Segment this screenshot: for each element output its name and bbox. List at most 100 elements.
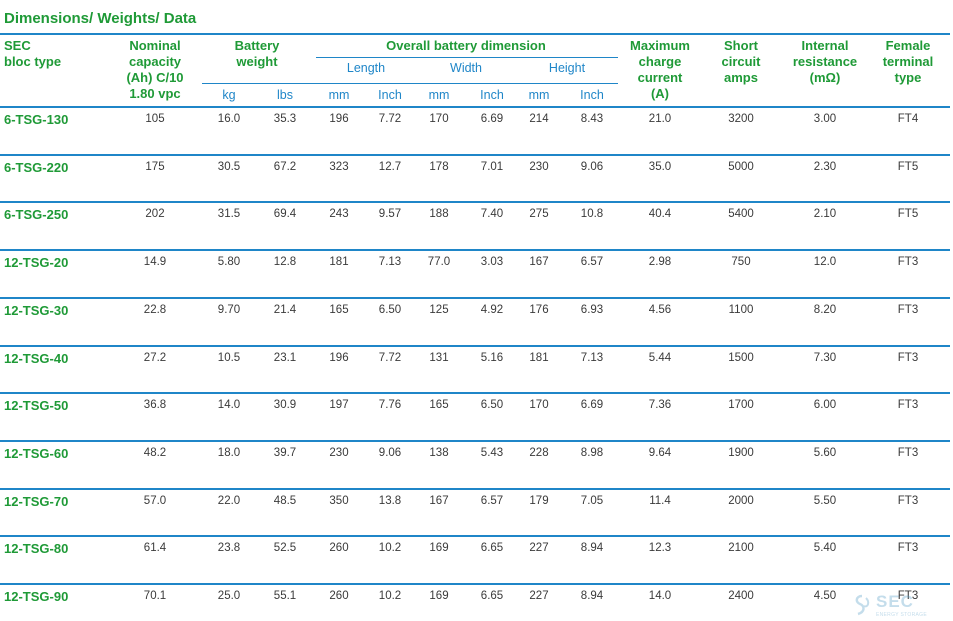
table-cell: 8.98	[580, 447, 604, 459]
unit-label: Inch	[378, 88, 402, 102]
table-cell: 36.8	[143, 399, 167, 411]
table-cell: 57.0	[143, 495, 167, 507]
table-cell: 2.30	[813, 161, 837, 173]
table-cell: 188	[429, 208, 449, 220]
table-cell: 8.20	[813, 304, 837, 316]
table-cell: 7.72	[378, 113, 402, 125]
table-cell: 48.5	[273, 495, 297, 507]
watermark-text: SEC	[876, 592, 914, 611]
table-cell: FT3	[897, 304, 919, 316]
header-overall-dimension: Overall battery dimension	[386, 38, 546, 53]
table-cell: 61.4	[143, 542, 167, 554]
table-cell: 7.13	[580, 352, 604, 364]
table-cell: 4.50	[813, 590, 837, 602]
row-rule	[0, 392, 950, 394]
unit-label: mm	[528, 88, 550, 102]
header-width: Width	[450, 61, 482, 75]
table-cell: 5.43	[480, 447, 504, 459]
table-cell: 8.94	[580, 542, 604, 554]
table-cell: 5.80	[217, 256, 241, 268]
table-cell: 3.00	[813, 113, 837, 125]
row-type-name: 12-TSG-60	[4, 446, 69, 461]
table-cell: 14.0	[648, 590, 672, 602]
table-cell: 30.9	[273, 399, 297, 411]
table-cell: 10.2	[378, 542, 402, 554]
table-cell: FT5	[897, 208, 919, 220]
table-cell: 6.69	[580, 399, 604, 411]
table-cell: 9.57	[378, 208, 402, 220]
table-cell: 275	[529, 208, 549, 220]
table-cell: 4.92	[480, 304, 504, 316]
title-rule	[0, 33, 950, 35]
table-cell: 10.2	[378, 590, 402, 602]
unit-label: lbs	[277, 88, 293, 102]
table-cell: 165	[429, 399, 449, 411]
table-cell: 16.0	[217, 113, 241, 125]
table-cell: 1900	[728, 447, 754, 459]
unit-label: Inch	[580, 88, 604, 102]
table-cell: 12.0	[813, 256, 837, 268]
table-cell: 21.0	[648, 113, 672, 125]
table-cell: 14.0	[217, 399, 241, 411]
table-cell: 167	[429, 495, 449, 507]
table-cell: 181	[529, 352, 549, 364]
table-cell: 7.30	[813, 352, 837, 364]
table-cell: 7.01	[480, 161, 504, 173]
table-cell: 30.5	[217, 161, 241, 173]
table-cell: 105	[145, 113, 165, 125]
table-cell: 2.98	[648, 256, 672, 268]
table-cell: 750	[731, 256, 751, 268]
table-cell: 6.50	[480, 399, 504, 411]
row-rule	[0, 345, 950, 347]
row-type-name: 6-TSG-250	[4, 207, 69, 222]
table-cell: 25.0	[217, 590, 241, 602]
table-cell: 7.40	[480, 208, 504, 220]
row-type-name: 12-TSG-40	[4, 351, 69, 366]
table-cell: 10.8	[580, 208, 604, 220]
table-cell: 169	[429, 542, 449, 554]
table-cell: 243	[329, 208, 349, 220]
header-terminal-type: Female terminal type	[882, 38, 934, 85]
table-cell: 21.4	[273, 304, 297, 316]
table-cell: 350	[329, 495, 349, 507]
table-cell: 5.16	[480, 352, 504, 364]
table-cell: 12.7	[378, 161, 402, 173]
header-height: Height	[548, 61, 586, 75]
table-cell: 125	[429, 304, 449, 316]
table-cell: 179	[529, 495, 549, 507]
row-type-name: 12-TSG-70	[4, 494, 69, 509]
table-cell: 138	[429, 447, 449, 459]
table-cell: 176	[529, 304, 549, 316]
table-cell: 8.43	[580, 113, 604, 125]
table-title: Dimensions/ Weights/ Data	[4, 10, 197, 27]
header-capacity: Nominal capacity (Ah) C/10 1.80 vpc	[126, 38, 184, 101]
table-cell: 170	[529, 399, 549, 411]
table-cell: 181	[329, 256, 349, 268]
table-cell: 2400	[728, 590, 754, 602]
table-cell: 39.7	[273, 447, 297, 459]
row-rule	[0, 535, 950, 537]
table-cell: 5.40	[813, 542, 837, 554]
row-type-name: 12-TSG-90	[4, 589, 69, 604]
table-cell: FT3	[897, 352, 919, 364]
table-cell: 8.94	[580, 590, 604, 602]
unit-label: mm	[328, 88, 350, 102]
header-short-circuit: Short circuit amps	[721, 38, 761, 85]
header-internal-resistance: Internal resistance (mΩ)	[792, 38, 858, 85]
table-cell: FT3	[897, 495, 919, 507]
table-cell: 6.50	[378, 304, 402, 316]
row-type-name: 6-TSG-130	[4, 112, 69, 127]
table-cell: 23.8	[217, 542, 241, 554]
table-cell: FT3	[897, 447, 919, 459]
table-cell: FT3	[897, 590, 919, 602]
table-cell: FT3	[897, 542, 919, 554]
table-cell: 165	[329, 304, 349, 316]
table-cell: 6.93	[580, 304, 604, 316]
table-cell: 214	[529, 113, 549, 125]
row-rule	[0, 583, 950, 585]
table-cell: 230	[329, 447, 349, 459]
header-max-charge: Maximum charge current (A)	[630, 38, 690, 101]
table-cell: 6.57	[580, 256, 604, 268]
table-cell: 5400	[728, 208, 754, 220]
table-cell: 6.57	[480, 495, 504, 507]
